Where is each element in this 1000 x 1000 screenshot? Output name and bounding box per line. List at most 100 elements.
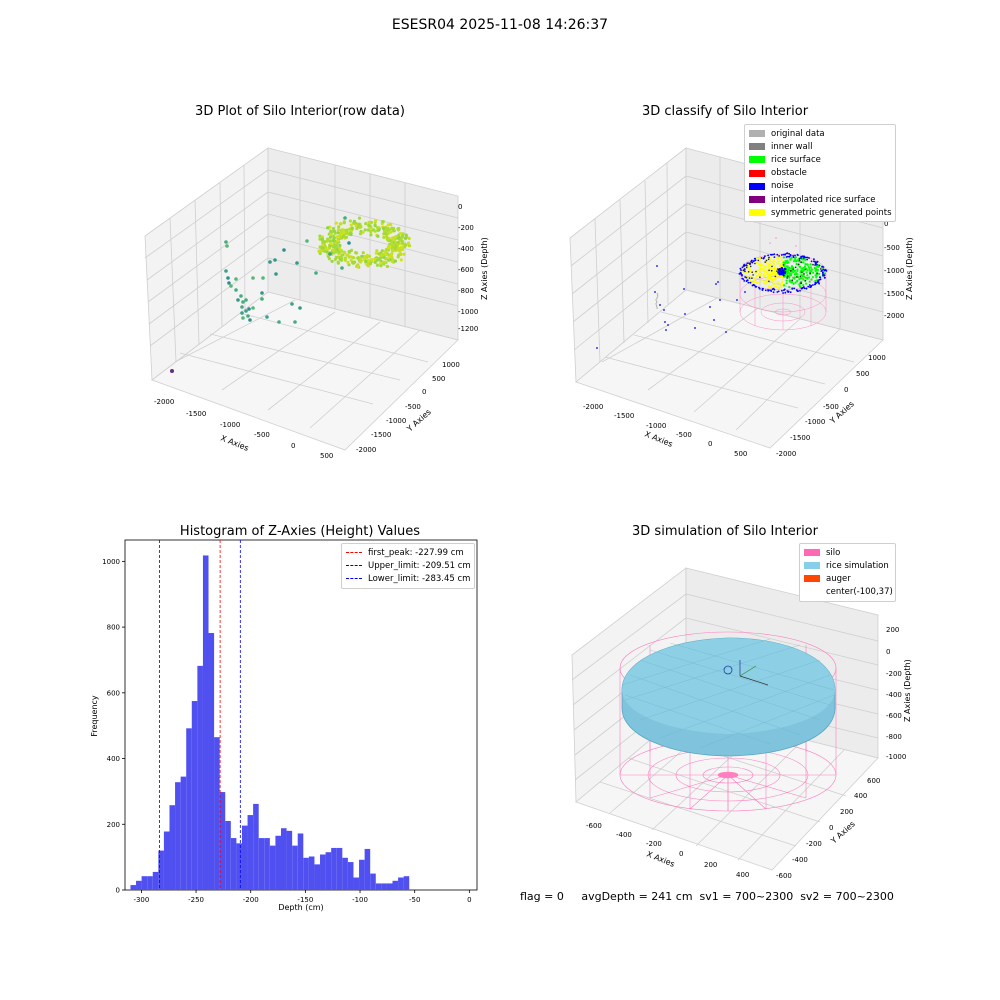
panel-title-histogram: Histogram of Z-Axies (Height) Values [179,524,421,539]
cls-point [657,295,659,297]
cls-point [786,259,789,262]
raw-data-point [352,219,356,223]
cls-point [766,281,769,284]
cls-point [768,267,771,270]
cls-y-tick: 500 [856,370,869,378]
raw-data-point [298,306,302,310]
histogram-bar [214,737,220,890]
histogram-bar [130,885,137,890]
raw-data-point [339,231,343,235]
histogram-bar [398,877,404,890]
raw-y-tick: -500 [405,403,421,411]
sim-z-tick: 200 [886,626,899,634]
cls-point [823,274,826,277]
cls-point [789,291,792,294]
raw-data-point [346,260,350,264]
cls-point [792,266,795,269]
cls-point [683,288,685,290]
cls-point [775,273,778,276]
cls-point [780,266,783,270]
raw-z-axis-label: Z Axies (Depth) [480,237,489,300]
cls-point [775,237,777,239]
cls-point [655,305,658,307]
histogram-reference-lines [159,540,241,890]
histogram-bar [297,833,304,890]
cls-point [659,304,661,306]
raw-data-point [343,216,347,220]
cls-point [801,258,804,261]
histogram-bar [147,876,153,890]
simulation-3d-plot: -600 -400 -200 0 200 400 X Axies -600 -4… [571,567,912,880]
cls-point [749,262,752,265]
cls-point [774,277,777,280]
cls-point [803,273,805,275]
cls-point [802,261,805,264]
histogram-bar [175,782,181,890]
cls-point [792,260,796,263]
cls-point [787,266,790,269]
cls-point [796,273,799,276]
cls-point [656,293,659,295]
legend-swatch [749,196,765,204]
cls-point [781,278,784,281]
cls-point [773,256,776,258]
cls-point [785,282,788,285]
cls-point [751,261,754,264]
cls-point [809,272,811,275]
histogram-bar [219,792,226,890]
raw-data-point [377,257,381,261]
cls-point [663,309,665,311]
raw-data-point [348,250,352,254]
cls-point [768,280,770,283]
legend-swatch [749,130,765,138]
panel-title-classify: 3D classify of Silo Interior [641,104,809,119]
raw-data-point [338,255,343,259]
raw-y-tick: -1500 [371,431,391,439]
raw-data-point [345,228,349,232]
cls-x-tick: -500 [676,431,692,439]
cls-point [774,254,777,257]
cls-point [813,260,815,263]
raw-data-point [379,261,383,265]
cls-point [790,269,792,272]
cls-point [755,285,758,288]
cls-x-tick: -1500 [614,412,634,420]
raw-data-point [226,276,230,280]
cls-point [795,245,797,247]
sim-x-tick: -400 [616,831,632,839]
cls-point [818,272,821,275]
raw-data-point [251,276,255,280]
histogram-bar [359,859,365,890]
cls-point [814,261,817,264]
raw-data-point [346,231,350,235]
cls-point [768,285,771,288]
histogram-y-tick-label: 600 [107,689,120,697]
cls-point [804,279,807,282]
cls-y-tick: -500 [823,403,839,411]
cls-point [768,269,770,272]
cls-point [774,286,777,289]
cls-point [760,257,763,259]
cls-point [768,256,770,259]
raw-data-point [360,254,364,258]
raw-data-point [327,257,331,261]
sim-z-tick: -1000 [886,753,906,761]
cls-point [793,287,796,290]
panel-title-simulation: 3D simulation of Silo Interior [632,524,818,539]
cls-point [713,319,715,321]
raw-data-point [330,259,334,263]
sim-x-tick: 400 [736,871,749,879]
raw-data-point [399,258,403,262]
cls-point [792,282,795,285]
raw-data-point [366,264,370,268]
raw-data-point [336,228,340,232]
cls-point [746,262,749,265]
cls-point [771,265,773,268]
cls-point [758,257,761,260]
cls-point [801,271,803,274]
raw-data-point [350,226,354,230]
cls-point [791,280,794,284]
cls-point [768,260,771,263]
raw-data-point [356,265,360,269]
legend-line [346,578,362,580]
